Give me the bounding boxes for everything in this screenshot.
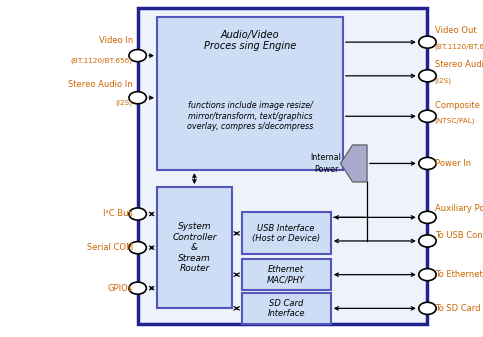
Text: Power In: Power In (435, 159, 471, 168)
Circle shape (129, 282, 146, 294)
Circle shape (129, 50, 146, 62)
Text: (I2S): (I2S) (116, 99, 133, 106)
Circle shape (129, 242, 146, 254)
Circle shape (419, 70, 436, 82)
Text: System
Controller
&
Stream
Router: System Controller & Stream Router (172, 222, 217, 273)
Bar (157, 187, 232, 308)
Text: Auxiliary Power Out: Auxiliary Power Out (435, 204, 483, 213)
Bar (157, 17, 343, 170)
Bar (242, 212, 331, 254)
Text: Stereo Audio In: Stereo Audio In (68, 80, 133, 89)
Circle shape (129, 92, 146, 104)
Polygon shape (341, 145, 367, 182)
Circle shape (129, 208, 146, 220)
Circle shape (419, 302, 436, 314)
Circle shape (419, 36, 436, 48)
Text: I²C Bus: I²C Bus (103, 210, 133, 218)
Text: Video In: Video In (99, 36, 133, 45)
Bar (242, 293, 331, 324)
Text: Audio/Video
Proces sing Engine: Audio/Video Proces sing Engine (204, 30, 296, 51)
Text: Ethernet
MAC/PHY: Ethernet MAC/PHY (267, 265, 305, 284)
Circle shape (419, 110, 436, 122)
Text: Internal: Internal (311, 153, 341, 162)
Bar (138, 8, 427, 324)
Text: (I2S): (I2S) (435, 78, 452, 84)
Circle shape (419, 211, 436, 223)
Text: Power: Power (314, 165, 338, 174)
Text: functions include image resize/
mirror/transform, text/graphics
overlay, compres: functions include image resize/ mirror/t… (187, 101, 313, 131)
Text: SD Card
Interface: SD Card Interface (268, 299, 305, 318)
Text: (BT.1120/BT.656): (BT.1120/BT.656) (71, 57, 133, 64)
Text: To USB Connector: To USB Connector (435, 231, 483, 240)
Text: Stereo Audio Out: Stereo Audio Out (435, 60, 483, 69)
Text: (NTSC/PAL): (NTSC/PAL) (435, 118, 475, 124)
Bar (242, 259, 331, 290)
Text: Composite Out: Composite Out (435, 100, 483, 110)
Text: Serial COM: Serial COM (86, 243, 133, 252)
Circle shape (419, 235, 436, 247)
Circle shape (419, 269, 436, 281)
Circle shape (419, 157, 436, 170)
Text: GPIOs: GPIOs (108, 284, 133, 293)
Text: Video Out: Video Out (435, 26, 476, 35)
Text: To Ethernet Transformer: To Ethernet Transformer (435, 270, 483, 279)
Text: To SD Card Socket: To SD Card Socket (435, 304, 483, 313)
Text: USB Interface
(Host or Device): USB Interface (Host or Device) (252, 224, 320, 243)
Text: (BT.1120/BT.656): (BT.1120/BT.656) (435, 44, 483, 50)
